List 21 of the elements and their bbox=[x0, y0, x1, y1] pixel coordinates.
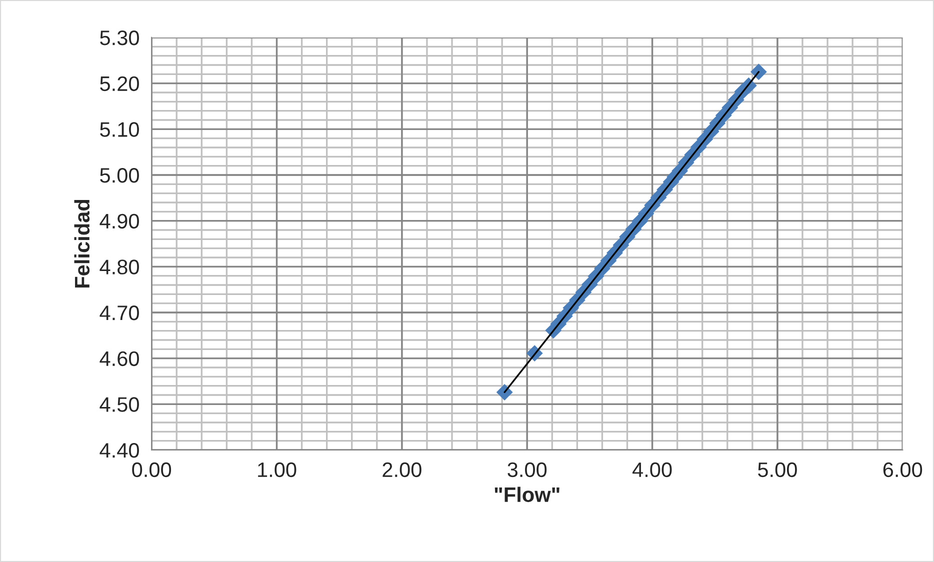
x-tick-label: 3.00 bbox=[508, 462, 547, 478]
y-tick-label: 5.30 bbox=[100, 30, 139, 46]
y-tick-label: 4.40 bbox=[100, 442, 139, 458]
x-tick-label: 4.00 bbox=[632, 462, 672, 478]
x-tick-label: 2.00 bbox=[382, 462, 422, 478]
y-tick-label: 4.70 bbox=[100, 305, 139, 320]
y-axis-title: Felicidad bbox=[74, 200, 90, 288]
point bbox=[496, 384, 513, 400]
y-tick-label: 4.80 bbox=[100, 260, 139, 274]
y-tick-label: 4.90 bbox=[100, 214, 139, 229]
y-tick-label: 5.10 bbox=[100, 122, 139, 137]
point bbox=[750, 64, 767, 80]
x-tick-label: 0.00 bbox=[132, 462, 172, 478]
y-tick-label: 5.20 bbox=[100, 76, 139, 92]
y-tick-label: 4.50 bbox=[100, 397, 139, 412]
y-tick-label: 4.60 bbox=[100, 351, 139, 366]
x-tick-label: 1.00 bbox=[258, 462, 296, 478]
x-tick-label: 5.00 bbox=[758, 462, 797, 478]
x-tick-label: 6.00 bbox=[883, 462, 922, 478]
y-tick-label: 5.00 bbox=[100, 168, 139, 183]
x-axis-title: "Flow" bbox=[494, 486, 560, 502]
